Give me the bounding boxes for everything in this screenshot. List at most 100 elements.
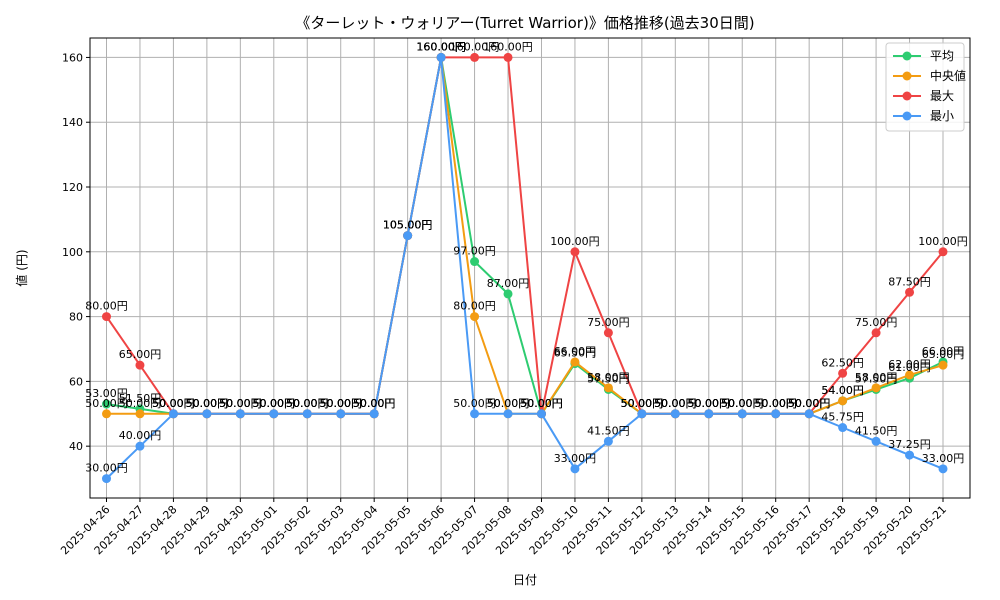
data-label: 50.00円 [654,397,697,410]
data-point [871,328,881,338]
chart-title: 《ターレット・ウォリアー(Turret Warrior)》価格推移(過去30日間… [295,14,754,32]
data-label: 50.00円 [754,397,797,410]
series-lines [102,52,948,484]
data-label: 50.00円 [353,397,396,410]
data-point [102,409,111,419]
data-label: 105.00円 [383,219,433,232]
data-point [905,287,915,297]
data-label: 97.00円 [453,245,496,258]
data-label: 50.00円 [754,397,797,410]
data-label: 58.00円 [855,371,898,384]
data-label: 40.00円 [119,429,162,442]
data-label: 54.00円 [821,384,864,397]
data-label: 50.00円 [186,397,229,410]
legend-swatch-marker [902,91,912,101]
data-label: 50.00円 [253,397,296,410]
data-point [570,357,580,367]
legend-swatch-marker [902,111,912,121]
data-label: 75.00円 [855,316,898,329]
data-label: 65.50円 [554,347,597,360]
data-label: 62.00円 [888,358,931,371]
data-point [403,231,413,241]
data-label: 65.00円 [119,348,162,361]
x-axis-label: 日付 [513,573,537,587]
data-label: 50.00円 [219,397,262,410]
data-label: 50.00円 [788,397,831,410]
data-label: 41.50円 [855,424,898,437]
data-label: 105.00円 [383,219,433,232]
data-label: 50.00円 [788,397,831,410]
data-label: 50.00円 [654,397,697,410]
data-label: 50.00円 [788,397,831,410]
data-point [470,257,480,267]
data-label: 50.00円 [152,397,195,410]
data-label: 160.00円 [416,40,466,53]
data-label: 50.00円 [152,397,195,410]
data-label: 100.00円 [918,235,968,248]
data-label: 50.00円 [788,397,831,410]
data-point [336,409,346,419]
data-label: 50.00円 [186,397,229,410]
data-label: 50.00円 [688,397,731,410]
data-label: 50.00円 [219,397,262,410]
y-axis-label: 値 (円) [14,249,29,286]
data-label: 50.00円 [688,397,731,410]
legend-box [885,42,965,132]
data-label: 50.00円 [520,397,563,410]
data-label: 50.00円 [487,397,530,410]
series-line [105,56,944,480]
data-label: 57.50円 [855,372,898,385]
y-tick-label: 100 [62,246,83,259]
data-label: 33.00円 [922,452,965,465]
data-point [603,436,613,446]
data-point [838,423,848,433]
data-label: 33.00円 [554,452,597,465]
data-label: 50.00円 [754,397,797,410]
data-label: 160.00円 [416,40,466,53]
data-label: 50.00円 [520,397,563,410]
data-point [670,409,680,419]
data-label: 50.00円 [721,397,764,410]
data-label: 50.00円 [319,397,362,410]
data-label: 54.00円 [821,384,864,397]
data-point [704,409,714,419]
data-point [135,409,145,419]
data-point [302,409,312,419]
legend-label: 平均 [930,49,954,63]
data-label: 160.00円 [483,40,533,53]
data-point [938,464,948,474]
data-label: 50.00円 [621,397,664,410]
data-label: 50.00円 [286,397,329,410]
data-label: 50.00円 [186,397,229,410]
data-label: 50.00円 [119,397,162,410]
data-point [102,312,111,322]
data-label: 50.00円 [621,397,664,410]
data-point [871,383,881,393]
data-label: 80.00円 [85,300,128,313]
data-label: 50.00円 [688,397,731,410]
data-label: 50.00円 [721,397,764,410]
data-point [603,383,613,393]
data-point [470,312,480,322]
data-label: 75.00円 [587,316,630,329]
grid [90,38,970,498]
data-label: 50.00円 [152,397,195,410]
data-label: 37.25円 [888,438,931,451]
data-point [838,368,848,378]
data-label: 105.00円 [383,219,433,232]
data-label: 50.00円 [487,397,530,410]
data-point [737,409,747,419]
data-label: 50.00円 [319,397,362,410]
data-point [938,360,948,370]
data-point [905,450,915,460]
data-label: 50.00円 [353,397,396,410]
data-point [570,247,580,257]
series-line [105,56,944,415]
data-label: 50.00円 [520,397,563,410]
data-label: 66.00円 [922,345,965,358]
legend-label: 中央値 [930,68,966,83]
data-label: 50.00円 [520,397,563,410]
data-label: 57.50円 [587,372,630,385]
